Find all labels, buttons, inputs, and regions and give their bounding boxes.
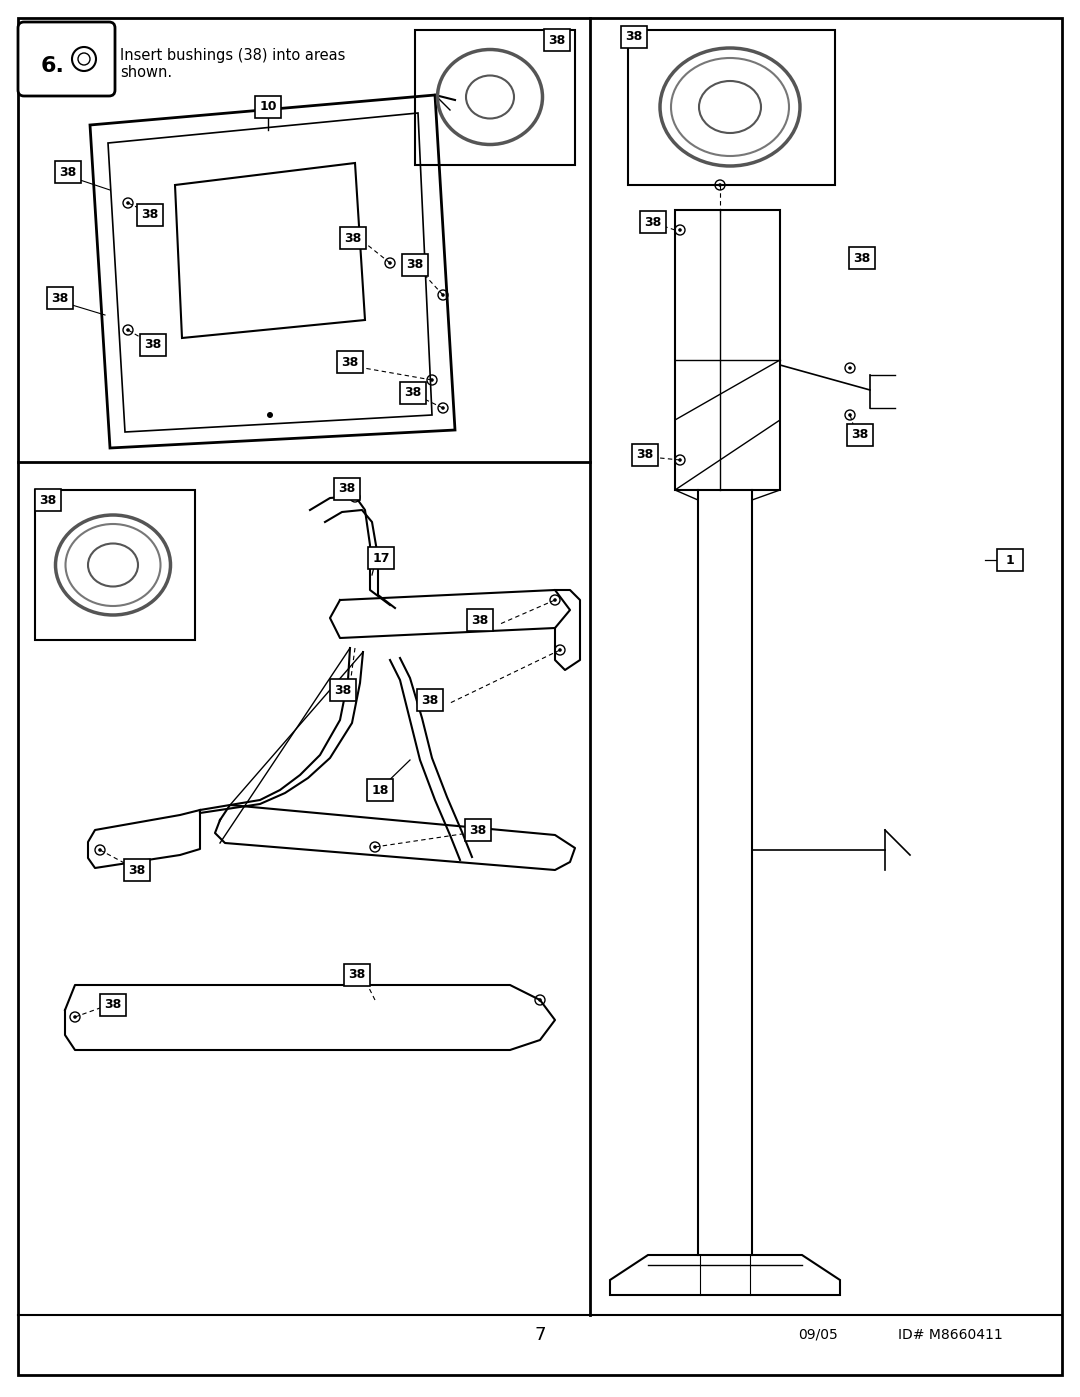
Bar	[140, 334, 166, 356]
Text: 38: 38	[338, 482, 355, 496]
Text: 38: 38	[59, 165, 77, 179]
Bar	[415, 29, 575, 165]
Text: 7: 7	[535, 1326, 545, 1344]
Text: 38: 38	[406, 258, 423, 271]
Text: 38: 38	[625, 31, 643, 43]
Bar	[55, 161, 81, 183]
Text: 38: 38	[645, 215, 662, 229]
Circle shape	[98, 848, 102, 852]
Bar	[330, 679, 356, 701]
Circle shape	[538, 999, 542, 1002]
Text: 38: 38	[636, 448, 653, 461]
Text: 38: 38	[549, 34, 566, 46]
Bar	[35, 490, 195, 640]
Bar	[417, 689, 443, 711]
Text: 38: 38	[141, 208, 159, 222]
Text: 38: 38	[145, 338, 162, 352]
Bar	[334, 478, 360, 500]
Bar	[340, 226, 366, 249]
Text: ID# M8660411: ID# M8660411	[897, 1329, 1002, 1343]
Bar	[621, 27, 647, 47]
Circle shape	[442, 293, 445, 296]
Text: 38: 38	[421, 693, 438, 707]
Circle shape	[430, 379, 434, 381]
Circle shape	[558, 648, 562, 652]
Bar	[368, 548, 394, 569]
Circle shape	[848, 366, 852, 370]
Bar	[997, 549, 1023, 571]
Bar	[627, 29, 835, 184]
Bar	[467, 609, 492, 631]
Text: 38: 38	[335, 683, 352, 697]
Circle shape	[678, 228, 681, 232]
FancyBboxPatch shape	[18, 22, 114, 96]
Bar	[100, 995, 126, 1016]
Circle shape	[442, 407, 445, 409]
Bar	[632, 444, 658, 467]
Bar	[35, 489, 60, 511]
Circle shape	[678, 458, 681, 462]
Circle shape	[73, 1016, 77, 1018]
Bar	[544, 29, 570, 52]
Text: 38: 38	[105, 999, 122, 1011]
Text: 38: 38	[853, 251, 870, 264]
Text: 6.: 6.	[41, 56, 65, 75]
Text: Insert bushings (38) into areas
shown.: Insert bushings (38) into areas shown.	[120, 47, 346, 81]
Text: 09/05: 09/05	[798, 1329, 838, 1343]
Bar	[337, 351, 363, 373]
Text: 10: 10	[259, 101, 276, 113]
Bar	[465, 819, 491, 841]
Bar	[847, 425, 873, 446]
Text: 17: 17	[373, 552, 390, 564]
Circle shape	[267, 412, 273, 418]
Bar	[400, 381, 426, 404]
Circle shape	[126, 201, 130, 205]
Circle shape	[353, 495, 356, 499]
Circle shape	[126, 328, 130, 332]
Text: 38: 38	[345, 232, 362, 244]
Text: 38: 38	[39, 493, 56, 507]
Circle shape	[718, 183, 721, 187]
Bar	[402, 254, 428, 277]
Circle shape	[553, 598, 557, 602]
Bar	[849, 247, 875, 270]
Bar	[345, 964, 370, 986]
Bar	[640, 211, 666, 233]
Text: 38: 38	[470, 823, 487, 837]
Text: 1: 1	[1005, 553, 1014, 567]
Text: 38: 38	[349, 968, 366, 982]
Bar	[255, 96, 281, 117]
Bar	[137, 204, 163, 226]
Bar	[124, 859, 150, 882]
Circle shape	[388, 261, 392, 265]
Text: 38: 38	[129, 863, 146, 876]
Text: 18: 18	[372, 784, 389, 796]
Text: 38: 38	[404, 387, 421, 400]
Bar	[367, 780, 393, 800]
Bar	[48, 286, 73, 309]
Circle shape	[848, 414, 852, 416]
Text: 38: 38	[52, 292, 69, 305]
Text: 38: 38	[851, 429, 868, 441]
Text: 38: 38	[471, 613, 488, 626]
Text: 38: 38	[341, 355, 359, 369]
Circle shape	[374, 845, 377, 849]
